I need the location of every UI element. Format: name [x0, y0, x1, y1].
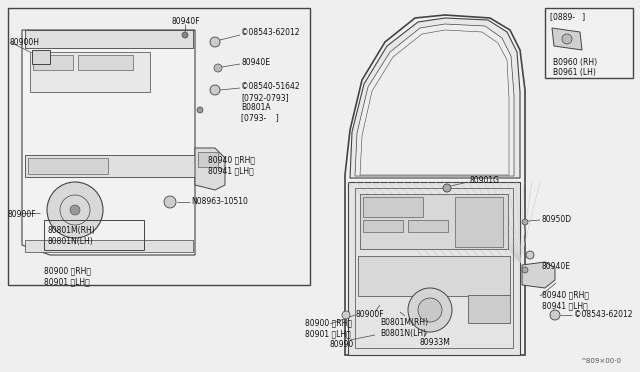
Text: ©08540-51642: ©08540-51642: [241, 82, 300, 91]
Text: ^809×00·0: ^809×00·0: [580, 358, 621, 364]
Text: ©08543-62012: ©08543-62012: [241, 28, 300, 37]
Text: 80901G: 80901G: [470, 176, 500, 185]
Text: B0801A: B0801A: [241, 103, 271, 112]
Bar: [198, 152, 218, 167]
Bar: [455, 197, 503, 247]
Bar: [28, 158, 108, 174]
Circle shape: [418, 298, 442, 322]
Bar: [468, 295, 510, 323]
Text: [0793-    ]: [0793- ]: [241, 113, 279, 122]
Circle shape: [526, 251, 534, 259]
Bar: [8, 8, 310, 285]
Bar: [33, 55, 73, 70]
Text: 80801N(LH): 80801N(LH): [47, 237, 93, 246]
Circle shape: [214, 64, 222, 72]
Text: 80933M: 80933M: [420, 338, 451, 347]
Text: [0792-0793]: [0792-0793]: [241, 93, 289, 102]
Text: 80900F: 80900F: [355, 310, 383, 319]
Circle shape: [210, 37, 220, 47]
Circle shape: [47, 182, 103, 238]
Circle shape: [562, 34, 572, 44]
Text: N08963-10510: N08963-10510: [191, 197, 248, 206]
Bar: [25, 155, 195, 177]
Text: 80940 〈RH〉: 80940 〈RH〉: [208, 155, 255, 164]
Text: 80990: 80990: [330, 340, 355, 349]
Text: 80900H: 80900H: [10, 38, 40, 47]
Circle shape: [197, 107, 203, 113]
Bar: [408, 220, 448, 232]
Polygon shape: [522, 262, 555, 288]
Text: 80940E: 80940E: [241, 58, 270, 67]
Bar: [363, 220, 403, 232]
Text: 80901 〈LH〉: 80901 〈LH〉: [44, 277, 90, 286]
Bar: [358, 256, 510, 296]
Text: 80900F: 80900F: [8, 210, 36, 219]
Circle shape: [408, 288, 452, 332]
Text: B0961 (LH): B0961 (LH): [553, 68, 596, 77]
Circle shape: [70, 205, 80, 215]
Text: 80940 〈RH〉: 80940 〈RH〉: [542, 290, 589, 299]
Text: 80900 〈RH〉: 80900 〈RH〉: [44, 266, 91, 275]
Bar: [32, 50, 50, 64]
Polygon shape: [552, 28, 582, 50]
Circle shape: [164, 196, 176, 208]
Circle shape: [210, 85, 220, 95]
Circle shape: [522, 267, 528, 273]
Text: B0960 (RH): B0960 (RH): [553, 58, 597, 67]
Text: 80941 〈LH〉: 80941 〈LH〉: [208, 166, 253, 175]
Text: 80941 〈LH〉: 80941 〈LH〉: [542, 301, 588, 310]
Bar: [25, 30, 193, 48]
Text: ©08543-62012: ©08543-62012: [574, 310, 632, 319]
Bar: [30, 52, 150, 92]
Bar: [78, 55, 133, 70]
Circle shape: [342, 311, 350, 319]
Polygon shape: [345, 15, 525, 355]
Text: 80801M(RH): 80801M(RH): [47, 226, 95, 235]
Bar: [355, 188, 513, 348]
Text: B0801M(RH): B0801M(RH): [380, 318, 428, 327]
Polygon shape: [348, 182, 520, 355]
Circle shape: [522, 219, 528, 225]
Polygon shape: [350, 18, 520, 178]
Bar: [25, 240, 193, 252]
Text: 80950D: 80950D: [542, 215, 572, 224]
Polygon shape: [355, 24, 514, 176]
Text: 80900 〈RH〉: 80900 〈RH〉: [305, 318, 352, 327]
Circle shape: [182, 32, 188, 38]
Text: 80901 〈LH〉: 80901 〈LH〉: [305, 329, 351, 338]
Text: 80940E: 80940E: [542, 262, 571, 271]
Polygon shape: [195, 148, 225, 190]
Text: 80940F: 80940F: [172, 17, 200, 26]
Bar: [545, 8, 633, 78]
Circle shape: [443, 184, 451, 192]
Polygon shape: [22, 30, 195, 255]
Circle shape: [550, 310, 560, 320]
Bar: [363, 197, 423, 217]
Text: [0889-   ]: [0889- ]: [550, 12, 585, 21]
Text: B0801N(LH): B0801N(LH): [380, 329, 426, 338]
Bar: [360, 194, 508, 249]
Bar: [44, 220, 144, 250]
